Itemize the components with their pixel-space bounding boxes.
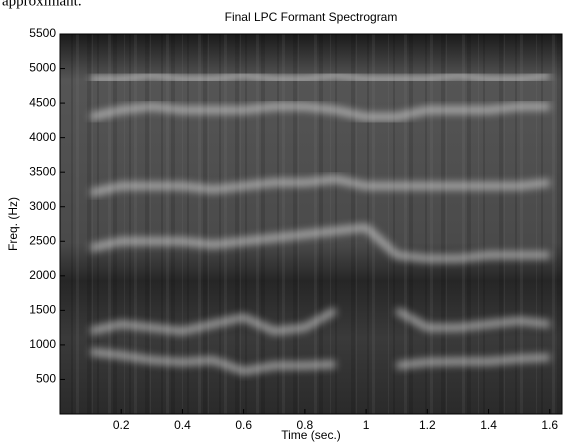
texture [256, 34, 259, 414]
texture [261, 34, 265, 414]
texture [208, 34, 209, 414]
texture [351, 34, 355, 414]
plot-area [60, 34, 561, 414]
spectrogram-background [60, 34, 562, 414]
texture [240, 34, 241, 414]
texture [298, 34, 299, 414]
texture [467, 34, 471, 414]
texture [282, 34, 285, 414]
caption-fragment: approximant. [2, 0, 82, 9]
texture [356, 34, 357, 414]
texture [335, 34, 337, 414]
texture [404, 34, 407, 414]
chart-title: Final LPC Formant Spectrogram [225, 10, 398, 24]
formant-track [89, 307, 551, 335]
y-tick-label: 1500 [29, 303, 56, 317]
texture [97, 34, 99, 414]
y-tick-label: 4000 [29, 130, 56, 144]
texture [557, 34, 561, 414]
texture [372, 34, 375, 414]
y-tick-label: 3500 [29, 164, 56, 178]
texture [393, 34, 395, 414]
texture [462, 34, 465, 414]
y-tick-label: 500 [36, 372, 56, 386]
texture [430, 34, 433, 414]
x-tick-label: 1 [363, 418, 370, 432]
texture [478, 34, 479, 414]
y-tick-label: 2000 [29, 268, 56, 282]
x-tick-label: 0.4 [174, 418, 191, 432]
texture [235, 34, 239, 414]
texture [108, 34, 111, 414]
texture [441, 34, 445, 414]
texture [182, 34, 183, 414]
x-tick-label: 0.2 [113, 418, 130, 432]
formant-track [89, 103, 550, 121]
formant-track [90, 348, 550, 375]
y-tick-label: 2500 [29, 233, 56, 247]
y-tick-label: 5000 [29, 61, 56, 75]
texture [187, 34, 189, 414]
x-tick-label: 0.6 [235, 418, 252, 432]
texture [330, 34, 331, 414]
texture [483, 34, 485, 414]
texture [145, 34, 149, 414]
x-tick-label: 1.2 [419, 418, 436, 432]
texture [219, 34, 221, 414]
texture [277, 34, 279, 414]
texture [76, 34, 79, 414]
formant-track [90, 71, 551, 83]
texture [536, 34, 537, 414]
texture [293, 34, 297, 414]
y-axis-label: Freq. (Hz) [6, 197, 20, 251]
y-tick-label: 1000 [29, 337, 56, 351]
x-tick-label: 0.8 [297, 418, 314, 432]
texture [113, 34, 117, 414]
texture [71, 34, 73, 414]
plot-frame [59, 33, 563, 415]
texture [198, 34, 201, 414]
texture [367, 34, 369, 414]
texture [425, 34, 427, 414]
formant-track [89, 223, 550, 263]
texture [124, 34, 125, 414]
texture [161, 34, 163, 414]
texture [245, 34, 247, 414]
texture [541, 34, 543, 414]
texture [446, 34, 447, 414]
y-tick-label: 3000 [29, 199, 56, 213]
texture [129, 34, 131, 414]
texture [504, 34, 505, 414]
x-axis-label: Time (sec.) [281, 428, 341, 442]
y-tick-label: 5500 [29, 26, 56, 40]
x-tick-label: 1.6 [541, 418, 558, 432]
texture [314, 34, 317, 414]
texture [171, 34, 175, 414]
x-tick-label: 1.4 [480, 418, 497, 432]
formant-track [89, 175, 551, 197]
texture [134, 34, 137, 414]
texture [499, 34, 503, 414]
texture [166, 34, 169, 414]
texture [92, 34, 93, 414]
y-tick-label: 4500 [29, 95, 56, 109]
texture [520, 34, 523, 414]
texture [552, 34, 555, 414]
texture [150, 34, 151, 414]
texture [388, 34, 389, 414]
texture [319, 34, 323, 414]
texture [224, 34, 227, 414]
texture [409, 34, 413, 414]
texture [203, 34, 207, 414]
texture [87, 34, 91, 414]
texture [515, 34, 517, 414]
